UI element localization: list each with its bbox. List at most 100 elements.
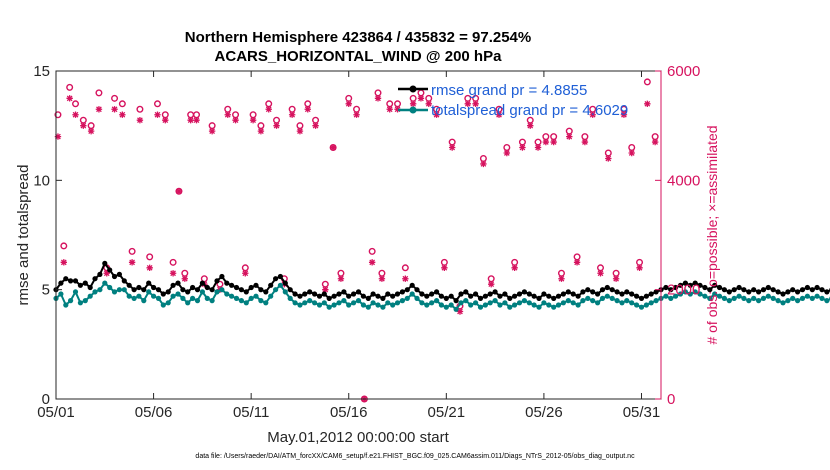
rmse-point: [458, 291, 464, 297]
rmse-point: [160, 291, 166, 297]
rmse-point: [302, 291, 308, 297]
obs_assimilated-point: [103, 270, 110, 277]
totalspread-point: [170, 293, 176, 299]
totalspread-point: [243, 300, 249, 306]
obs_possible-point: [136, 105, 144, 113]
totalspread-point: [482, 302, 488, 308]
axes-layer: 05/01 05/06 05/11 05/16 05/21 05/26 05/31 0 5 10 1…: [33, 63, 700, 421]
totalspread-point: [463, 298, 469, 304]
obs_assimilated-point: [464, 100, 471, 107]
rmse-point: [551, 295, 557, 301]
totalspread-point: [77, 300, 83, 306]
rmse-point: [92, 276, 98, 282]
obs_possible-point: [111, 94, 119, 102]
totalspread-point: [399, 298, 405, 304]
totalspread-point: [516, 300, 523, 306]
rmse-point: [590, 289, 596, 295]
totalspread-point: [390, 302, 396, 308]
obs_assimilated-point: [66, 95, 73, 102]
obs_assimilated-point: [54, 133, 62, 140]
rmse-point: [697, 282, 703, 288]
rmse-point: [258, 287, 264, 293]
rmse-point: [102, 260, 108, 266]
obs_assimilated-point: [111, 106, 118, 113]
obs_assimilated-point: [644, 100, 651, 107]
obs_assimilated-point: [550, 138, 557, 146]
totalspread-point: [511, 302, 518, 308]
obs_possible-point: [118, 100, 126, 108]
totalspread-point: [770, 295, 776, 301]
rmse-point: [673, 284, 679, 291]
totalspread-point: [185, 300, 191, 306]
obs_assimilated-point: [95, 106, 103, 113]
obs_assimilated-point: [232, 117, 239, 124]
totalspread-point: [590, 298, 596, 304]
rmse-point: [263, 289, 269, 295]
totalspread-point: [268, 293, 274, 299]
totalspread-point: [263, 300, 269, 306]
rmse-point: [663, 284, 669, 291]
obs_possible-point: [153, 100, 161, 108]
rmse-point: [516, 291, 523, 297]
x-tick-label: 05/06: [135, 404, 173, 421]
rmse-point: [155, 287, 162, 293]
obs_assimilated-point: [511, 264, 518, 271]
totalspread-point: [809, 295, 815, 301]
obs_possible-point: [95, 89, 103, 97]
rmse-point: [614, 289, 620, 295]
totalspread-point: [741, 295, 747, 301]
rmse-point: [643, 293, 650, 299]
obs_assimilated-point: [119, 111, 126, 118]
rmse-point: [131, 287, 137, 293]
rmse-point: [72, 278, 79, 284]
obs_assimilated-point: [312, 122, 319, 129]
totalspread-point: [477, 304, 484, 310]
obs_assimilated-point: [378, 275, 386, 282]
rmse-point: [799, 287, 806, 293]
totalspread-point: [614, 298, 620, 304]
rmse-point: [448, 293, 454, 299]
obs_assimilated-point: [265, 106, 272, 113]
totalspread-point: [253, 293, 259, 299]
totalspread-point: [746, 298, 752, 304]
obs_assimilated-point: [433, 111, 440, 118]
rmse-point: [756, 289, 762, 295]
totalspread-point: [716, 293, 723, 299]
obs_assimilated-point: [573, 259, 581, 266]
rmse-point: [531, 293, 537, 299]
rmse-point: [414, 287, 420, 293]
totalspread-point: [277, 282, 283, 288]
y-right-tick-label: 4000: [667, 172, 700, 189]
totalspread-point: [595, 300, 601, 306]
obs_assimilated-point: [542, 138, 550, 146]
obs_assimilated-point: [345, 100, 352, 107]
totalspread-point: [585, 295, 591, 301]
rmse-point: [331, 293, 337, 299]
totalspread-point: [677, 291, 684, 297]
obs_possible-point: [169, 258, 177, 266]
rmse-point: [116, 271, 122, 277]
totalspread-point: [214, 289, 220, 295]
totalspread-point: [702, 293, 708, 299]
obs_assimilated-point: [636, 264, 643, 271]
rmse-point: [355, 289, 362, 295]
y-axis-label: rmse and totalspread: [15, 165, 32, 306]
rmse-point: [712, 282, 718, 288]
rmse-point: [194, 287, 201, 293]
totalspread-point: [209, 298, 215, 304]
rmse-point: [175, 280, 181, 286]
rmse-point: [107, 267, 113, 273]
obs_assimilated-point: [425, 100, 432, 107]
obs_assimilated-point: [249, 117, 257, 124]
totalspread-point: [507, 304, 513, 310]
totalspread-point: [312, 300, 318, 306]
obs_assimilated-point: [417, 95, 425, 102]
rmse-point: [809, 287, 815, 293]
totalspread-point: [136, 293, 142, 299]
rmse-point: [604, 284, 610, 291]
totalspread-point: [682, 289, 689, 295]
obs_assimilated-point: [495, 111, 503, 118]
obs_assimilated-point: [337, 275, 345, 282]
totalspread-point: [736, 293, 742, 299]
rmse-point: [219, 273, 225, 280]
